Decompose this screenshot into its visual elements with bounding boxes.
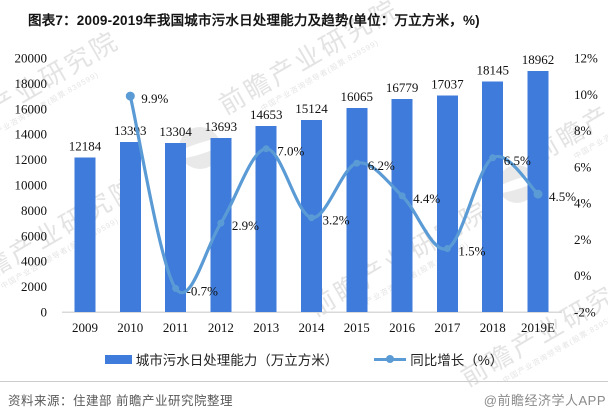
line-marker-2016 <box>398 192 406 200</box>
line-marker-2018 <box>489 154 497 162</box>
legend-item-bar: 城市污水日处理能力（万立方米） <box>104 349 339 369</box>
bar-value-label: 16779 <box>386 80 419 95</box>
bar-2017 <box>436 95 458 312</box>
bar-2015 <box>346 108 368 312</box>
bar-value-label: 12184 <box>69 138 102 153</box>
bar-2019E <box>527 71 549 312</box>
year-label: 2009 <box>72 320 98 335</box>
bar-value-label: 17037 <box>431 77 464 92</box>
pct-label: 6.5% <box>504 153 531 168</box>
year-label: 2015 <box>344 320 370 335</box>
chart-legend: 城市污水日处理能力（万立方米） 同比增长（%） <box>0 349 608 369</box>
axis-tick-left: 18000 <box>15 76 48 91</box>
line-marker-2010 <box>125 91 135 101</box>
bar-value-label: 15124 <box>295 101 328 116</box>
bar-value-label: 14653 <box>250 107 283 122</box>
bar-value-label: 18145 <box>476 63 509 78</box>
year-label: 2013 <box>253 320 279 335</box>
legend-label-line: 同比增长（%） <box>410 353 504 368</box>
bar-2018 <box>482 81 504 312</box>
bar-2010 <box>119 141 141 312</box>
bar-2009 <box>74 157 96 312</box>
axis-tick-right: 8% <box>574 123 592 138</box>
source-note: 资料来源：住建部 前瞻产业研究院整理 <box>8 394 233 408</box>
pct-label: 2.9% <box>232 218 259 233</box>
watermark-text: 前瞻产业研究院 中国产业咨询领导者(股票:839599) <box>0 24 125 153</box>
axis-tick-left: 4000 <box>21 254 47 269</box>
axis-tick-left: 20000 <box>15 51 48 66</box>
growth-line <box>128 94 540 294</box>
legend-label-bar: 城市污水日处理能力（万立方米） <box>135 353 339 368</box>
credit-note: @前瞻经济学人APP <box>483 393 606 408</box>
axis-tick-right: 2% <box>574 232 592 247</box>
year-label: 2011 <box>163 320 189 335</box>
line-swatch-icon <box>374 355 407 363</box>
legend-item-line: 同比增长（%） <box>374 349 503 369</box>
axis-tick-right: -2% <box>574 305 596 320</box>
watermark-logo-icon <box>171 127 231 169</box>
year-label: 2018 <box>480 320 506 335</box>
bar-swatch-icon <box>104 354 132 364</box>
pct-label: 4.5% <box>549 189 576 204</box>
axis-tick-left: 6000 <box>21 228 47 243</box>
pct-label: 3.2% <box>323 213 350 228</box>
axis-tick-left: 0 <box>41 305 48 320</box>
axis-tick-left: 16000 <box>15 101 48 116</box>
bar-2012 <box>210 138 232 312</box>
axis-tick-right: 4% <box>574 196 592 211</box>
year-label: 2016 <box>389 320 416 335</box>
watermark-text: 前瞻产业研究院 中国产业咨询领导者(股票:839599) <box>0 170 145 299</box>
bar-2014 <box>301 119 322 313</box>
bar-2016 <box>391 98 413 313</box>
watermark-text: 前瞻产业研究院 中国产业咨询领导者(股票:839599) <box>526 40 608 169</box>
axis-tick-left: 2000 <box>21 279 47 294</box>
axis-tick-left: 14000 <box>15 127 48 142</box>
watermark-text: 前瞻产业研究院 中国产业咨询领导者(股票:839599) <box>303 194 495 323</box>
bar-value-label: 13304 <box>159 124 192 139</box>
pct-label: 7.0% <box>277 144 304 159</box>
line-marker-2017 <box>443 245 451 252</box>
bar-value-label: 16065 <box>341 89 374 104</box>
pct-label: 9.9% <box>141 91 168 106</box>
line-marker-2013 <box>262 145 270 153</box>
bar-2011 <box>165 143 187 312</box>
chart-title: 图表7：2009-2019年我国城市污水日处理能力及趋势(单位：万立方米，%) <box>28 13 480 28</box>
axis-tick-right: 0% <box>574 268 592 283</box>
year-label: 2010 <box>117 320 143 335</box>
axis-tick-right: 6% <box>574 159 592 174</box>
bar-value-label: 13693 <box>205 119 238 134</box>
pct-label: 6.2% <box>368 158 395 173</box>
axis-tick-right: 12% <box>574 51 598 66</box>
year-label: 2014 <box>299 320 326 335</box>
year-label: 2019E <box>521 320 555 335</box>
axis-tick-left: 8000 <box>21 203 47 218</box>
bar-value-label: 18962 <box>522 52 555 67</box>
pct-label: 4.4% <box>413 191 440 206</box>
pct-label: -0.7% <box>187 283 219 298</box>
bar-2013 <box>255 125 277 313</box>
line-marker-2012 <box>217 219 225 227</box>
pct-label: 1.5% <box>458 244 485 259</box>
line-marker-2014 <box>308 214 315 222</box>
year-label: 2012 <box>208 320 234 335</box>
footer: 资料来源：住建部 前瞻产业研究院整理 @前瞻经济学人APP <box>0 381 608 409</box>
axis-tick-left: 12000 <box>15 152 48 167</box>
watermark-logo-icon <box>490 165 545 203</box>
year-label: 2017 <box>434 320 461 335</box>
axis-tick-left: 10000 <box>15 178 48 193</box>
line-marker-2019E <box>533 189 543 199</box>
bar-value-label: 13393 <box>114 123 147 138</box>
axis-tick-right: 10% <box>574 87 598 102</box>
line-marker-2015 <box>353 159 361 167</box>
line-marker-2011 <box>172 284 180 292</box>
